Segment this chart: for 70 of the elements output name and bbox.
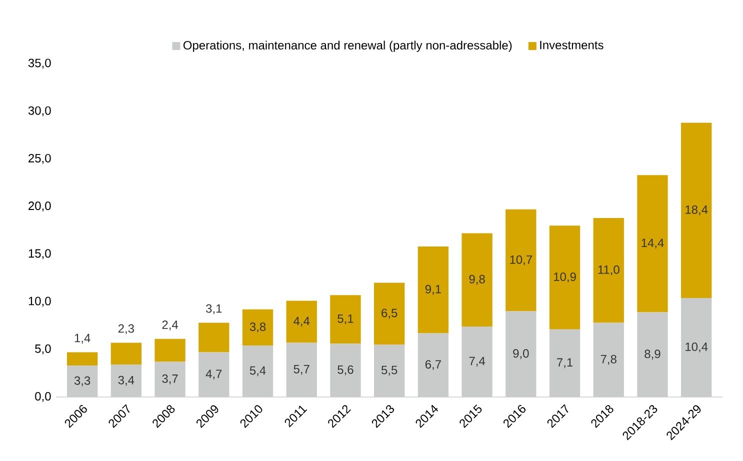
y-tick-label: 20,0 [28,202,51,212]
bar [242,346,274,397]
bar [506,311,536,397]
y-tick-label: 0,0 [35,392,51,402]
bar [637,312,668,397]
bar [154,362,186,397]
data-label: 7,8 [600,354,616,365]
bar [462,326,492,397]
legend-label: Operations, maintenance and renewal (partly non-adressable) [183,40,512,52]
bar [506,209,536,312]
data-label: 3,1 [206,304,222,314]
legend-label: Investments [540,40,604,50]
y-tick-label: 15,0 [28,249,51,260]
bar [198,322,230,352]
data-label: 2,4 [162,320,178,330]
bar [593,218,624,323]
data-label: 7,1 [557,358,573,368]
bar [110,342,142,365]
bar [110,364,142,397]
bar [418,333,449,397]
bar [681,122,712,298]
data-label: 8,9 [644,350,660,360]
bar [242,309,274,346]
bar [374,344,405,397]
data-label: 4,7 [206,370,222,380]
y-tick-label: 10,0 [28,296,51,307]
bar [66,366,98,397]
bar [681,298,712,397]
bar [330,344,361,397]
data-label: 5,7 [294,364,310,375]
y-tick-label: 30,0 [28,106,51,116]
y-tick-label: 35,0 [28,58,51,69]
bar [462,233,492,327]
bar [549,329,580,397]
bar [330,295,361,344]
bar [198,352,230,397]
data-label: 3,3 [74,376,90,386]
data-label: 5,5 [381,366,398,376]
bar [374,282,405,345]
data-label: 9,1 [425,284,441,295]
bar [286,342,317,397]
data-label: 11,0 [598,265,620,276]
data-label: 1,4 [74,334,90,344]
data-label: 3,4 [118,376,134,386]
data-label: 5,4 [250,366,266,376]
data-label: 3,8 [250,322,266,332]
bar [154,338,186,362]
data-label: 3,7 [162,374,178,384]
data-label: 4,4 [294,316,310,327]
bar [593,322,624,397]
data-label: 10,4 [686,342,708,352]
data-label: 9,0 [513,349,529,360]
data-label: 10,7 [510,255,532,266]
bar [637,175,668,312]
data-label: 5,1 [338,314,354,324]
data-label: 18,4 [686,205,708,216]
data-label: 14,4 [642,238,664,249]
bar [286,300,317,343]
data-label: 2,3 [118,324,134,334]
bar [418,246,449,334]
y-tick-label: 5,0 [35,344,51,354]
data-label: 7,4 [469,356,486,367]
data-label: 10,9 [554,272,576,282]
bar [549,226,580,330]
y-tick-label: 25,0 [28,154,51,164]
data-label: 5,6 [338,365,354,376]
bar [66,352,98,366]
data-label: 6,7 [425,360,441,370]
data-label: 9,8 [469,274,485,285]
data-label: 6,5 [382,308,398,319]
